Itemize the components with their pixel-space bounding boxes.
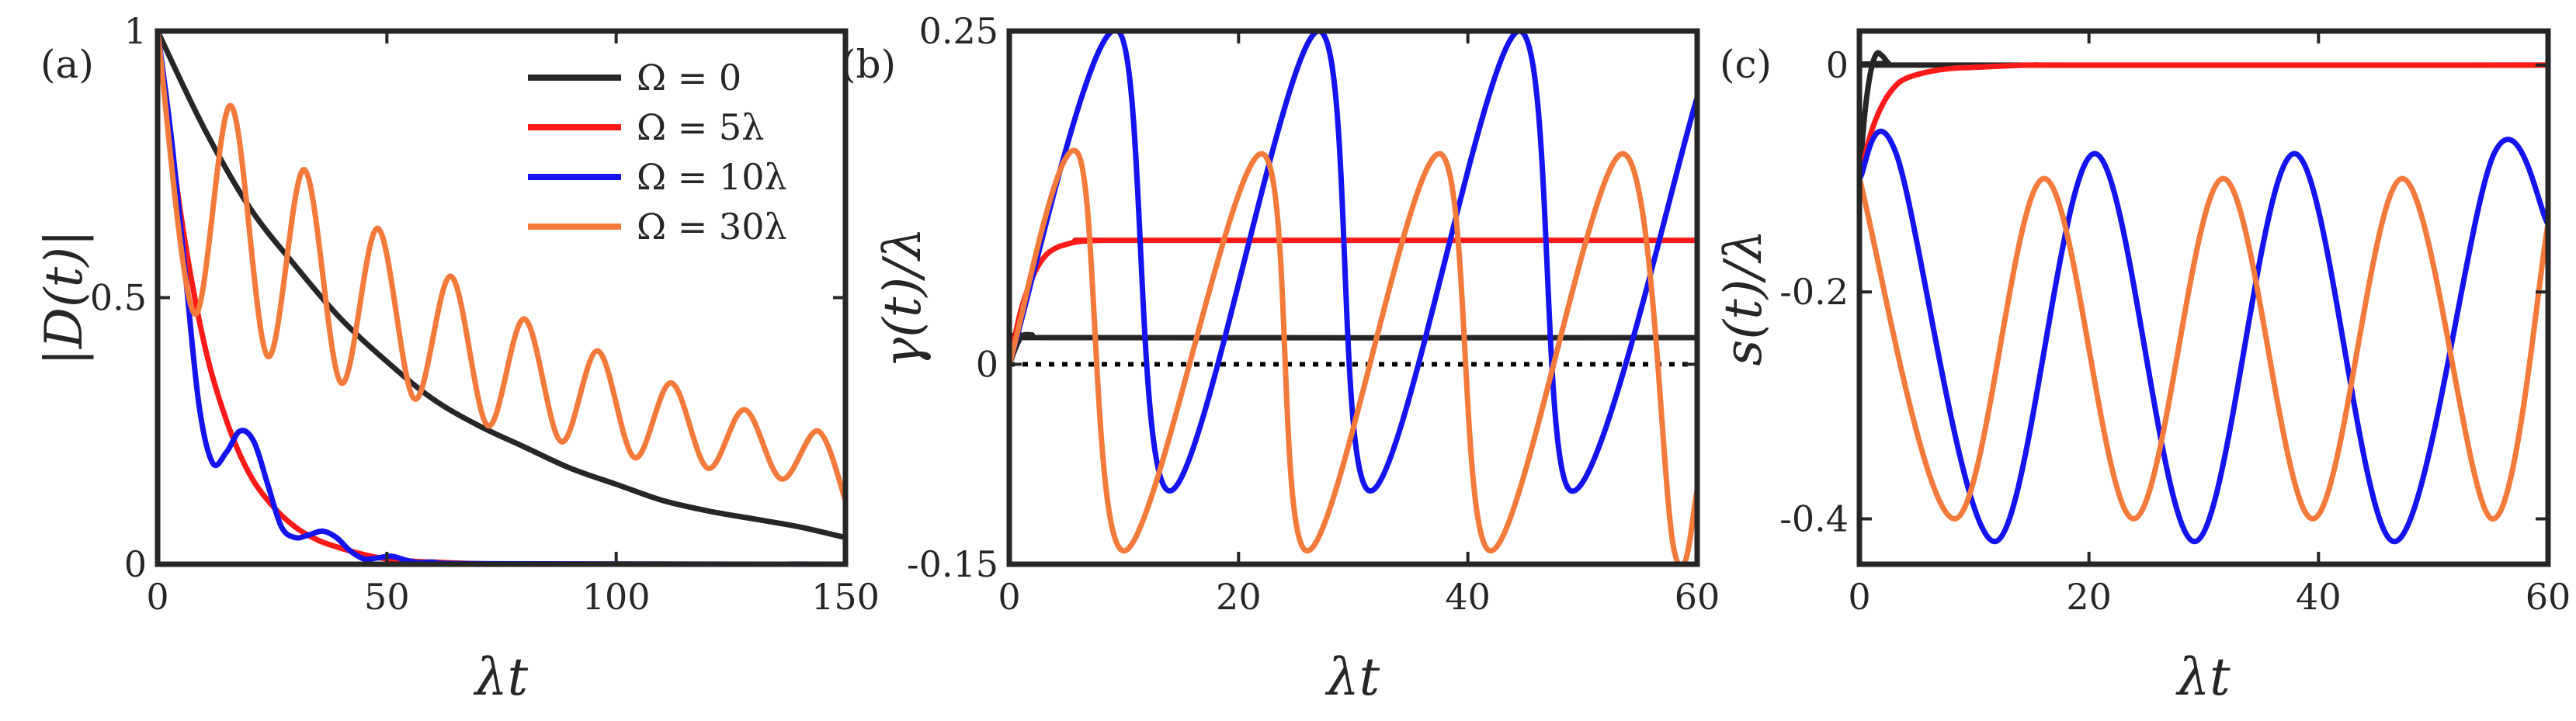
- legend-label: Ω = 30λ: [637, 206, 787, 248]
- panel-a: 0 50 100 150 0 0.5 1 λt |D(t)| (a): [34, 10, 880, 707]
- x-axis-label: λt: [2175, 647, 2231, 707]
- y-axis-label: γ(t)/λ: [873, 227, 932, 369]
- y-tick-label: -0.4: [1779, 498, 1849, 540]
- series-line-2: [1009, 237, 1697, 367]
- y-tick-label: 0: [976, 343, 998, 385]
- x-tick-label: 20: [1216, 576, 1262, 618]
- panel-label: (c): [1720, 42, 1772, 87]
- x-tick-label: 150: [811, 576, 880, 618]
- x-tick-label: 40: [1445, 576, 1491, 618]
- x-tick-label: 0: [998, 576, 1020, 618]
- x-axis-label: λt: [1324, 647, 1380, 707]
- legend-label: Ω = 5λ: [637, 106, 764, 148]
- series-line-3: [1859, 128, 2548, 545]
- series-line-4: [158, 31, 845, 504]
- y-tick-label: 0: [1826, 44, 1849, 86]
- x-tick-label: 40: [2296, 576, 2342, 618]
- y-axis-label: s(t)/λ: [1713, 230, 1773, 366]
- x-tick-label: 60: [2526, 576, 2571, 618]
- x-tick-label: 100: [582, 576, 651, 618]
- y-tick-label: -0.15: [907, 543, 998, 585]
- x-tick-label: 20: [2066, 576, 2112, 618]
- y-tick-label: -0.2: [1779, 271, 1849, 313]
- y-tick-label: 0.5: [90, 277, 147, 319]
- x-tick-label: 0: [146, 576, 168, 618]
- y-tick-label: 0.25: [919, 10, 998, 52]
- plot-frame: [1856, 28, 2551, 567]
- plot-frame: [1006, 28, 1700, 567]
- series-line-4: [1009, 147, 1697, 564]
- series-line-2: [1859, 62, 2548, 182]
- legend-label: Ω = 0: [637, 57, 741, 99]
- x-tick-label: 60: [1675, 576, 1720, 618]
- series-line-1: [1859, 50, 2548, 182]
- panel-c: 0 20 40 60 -0.4 -0.2 0 λt s(t)/λ (c): [1713, 28, 2571, 707]
- x-tick-label: 50: [364, 576, 410, 618]
- y-tick-label: 0: [124, 543, 147, 585]
- y-tick-label: 1: [124, 10, 147, 52]
- panel-label: (b): [841, 42, 896, 87]
- x-tick-label: 0: [1848, 576, 1870, 618]
- series-line-3: [1009, 31, 1697, 494]
- legend: Ω = 0 Ω = 5λ Ω = 10λ Ω = 30λ: [528, 57, 787, 248]
- x-axis-label: λt: [473, 647, 529, 707]
- series-line-4: [1859, 175, 2548, 522]
- legend-label: Ω = 10λ: [637, 156, 787, 198]
- y-axis-label: |D(t)|: [34, 230, 94, 366]
- series-line-1: [1009, 331, 1697, 367]
- panel-label: (a): [40, 42, 94, 87]
